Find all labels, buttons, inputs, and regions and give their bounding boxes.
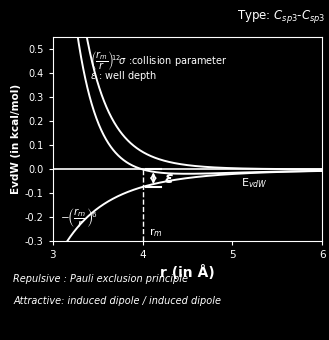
Text: $-\!\left(\dfrac{r_m}{r}\right)^{\!6}$: $-\!\left(\dfrac{r_m}{r}\right)^{\!6}$ (60, 207, 97, 230)
Text: $\varepsilon$ : well depth: $\varepsilon$ : well depth (90, 69, 157, 83)
Y-axis label: EvdW (in kcal/mol): EvdW (in kcal/mol) (11, 84, 21, 194)
Text: r$_m$: r$_m$ (149, 226, 163, 239)
X-axis label: r (in Å): r (in Å) (160, 265, 215, 279)
Text: Attractive: induced dipole / induced dipole: Attractive: induced dipole / induced dip… (13, 296, 221, 306)
Text: E$_{vdW}$: E$_{vdW}$ (241, 176, 268, 189)
Text: $\left(\dfrac{r_m}{r}\right)^{\!\!12}\!\sigma$ :collision parameter: $\left(\dfrac{r_m}{r}\right)^{\!\!12}\!\… (90, 49, 228, 72)
Text: Type: $\mathit{C}_{sp3}$-$\mathit{C}_{sp3}$: Type: $\mathit{C}_{sp3}$-$\mathit{C}_{sp… (238, 8, 326, 26)
Text: Repulsive : Pauli exclusion principle: Repulsive : Pauli exclusion principle (13, 274, 188, 284)
Text: ε: ε (164, 171, 173, 186)
